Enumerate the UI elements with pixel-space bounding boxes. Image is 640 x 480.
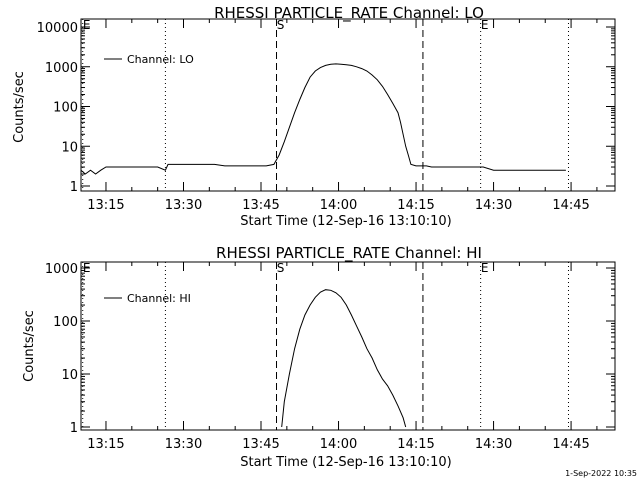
x-tick-label-lo-1345: 13:45 xyxy=(242,198,279,213)
series-line-lo xyxy=(80,63,566,175)
marker-label-lo-2: S xyxy=(277,18,285,32)
y-tick-label-lo-10: 10 xyxy=(61,140,78,155)
x-tick-label-hi-1415: 14:15 xyxy=(397,437,434,452)
x-tick-label-lo-1430: 14:30 xyxy=(475,198,512,213)
marker-label-hi-4: E xyxy=(481,261,489,275)
marker-label-lo-4: E xyxy=(481,18,489,32)
chart-title-hi: RHESSI PARTICLE_RATE Channel: HI xyxy=(216,244,482,263)
y-tick-label-hi-1000: 1000 xyxy=(45,262,78,277)
legend-label-hi: Channel: HI xyxy=(127,292,191,305)
y-tick-label-lo-1: 1 xyxy=(70,180,78,195)
x-axis-label-hi: Start Time (12-Sep-16 13:10:10) xyxy=(240,455,451,470)
x-tick-label-hi-1345: 13:45 xyxy=(242,437,279,452)
x-tick-label-lo-1400: 14:00 xyxy=(320,198,357,213)
chart-title-lo: RHESSI PARTICLE_RATE Channel: LO xyxy=(214,4,484,23)
plot-frame-hi xyxy=(80,261,616,431)
y-tick-label-lo-100: 100 xyxy=(53,101,78,116)
x-tick-label-hi-1400: 14:00 xyxy=(320,437,357,452)
y-tick-label-hi-10: 10 xyxy=(61,368,78,383)
y-tick-label-hi-1: 1 xyxy=(70,421,78,436)
panel-lo: RHESSI PARTICLE_RATE Channel: LO E S E 1 10… xyxy=(12,4,616,229)
legend-label-lo: Channel: LO xyxy=(127,53,194,66)
plot-frame-lo xyxy=(80,18,616,192)
timestamp: 1-Sep-2022 10:35 xyxy=(565,469,637,478)
x-ticks-hi: 13:15 13:30 13:45 14:00 14:15 14:30 14:45 xyxy=(87,262,598,452)
y-axis-label-hi: Counts/sec xyxy=(22,310,37,382)
x-tick-label-hi-1445: 14:45 xyxy=(552,437,589,452)
x-tick-label-lo-1445: 14:45 xyxy=(552,198,589,213)
y-tick-label-hi-100: 100 xyxy=(53,315,78,330)
x-tick-label-lo-1315: 13:15 xyxy=(87,198,124,213)
y-tick-label-lo-1000: 1000 xyxy=(45,61,78,76)
y-tick-label-lo-10000: 10000 xyxy=(37,21,78,36)
x-tick-label-lo-1415: 14:15 xyxy=(397,198,434,213)
x-tick-label-hi-1430: 14:30 xyxy=(475,437,512,452)
y-axis-label-lo: Counts/sec xyxy=(12,71,27,143)
series-line-hi xyxy=(281,289,407,428)
x-ticks-lo: 13:15 13:30 13:45 14:00 14:15 14:30 14:45 xyxy=(87,19,598,213)
x-tick-label-lo-1330: 13:30 xyxy=(165,198,202,213)
marker-label-lo-0: E xyxy=(83,18,91,32)
marker-label-hi-2: S xyxy=(277,261,285,275)
y-ticks-hi: 1 10 100 1000 xyxy=(45,262,615,436)
y-ticks-lo: 1 10 100 1000 10000 xyxy=(37,21,615,195)
x-axis-label-lo: Start Time (12-Sep-16 13:10:10) xyxy=(240,214,451,229)
x-tick-label-hi-1330: 13:30 xyxy=(165,437,202,452)
x-tick-label-hi-1315: 13:15 xyxy=(87,437,124,452)
